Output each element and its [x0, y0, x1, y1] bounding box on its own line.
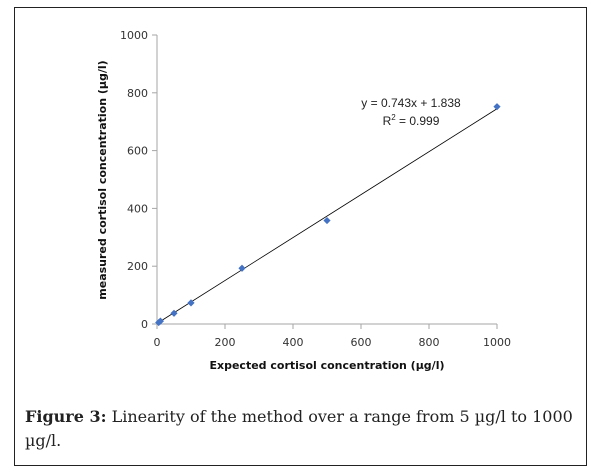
x-ticks: 0 200 400 600 800 1000: [154, 324, 511, 349]
y-tick-label: 600: [127, 145, 148, 158]
data-point: [323, 216, 331, 225]
trendline-group: [158, 108, 498, 323]
y-ticks: 0 200 400 600 800 1000: [120, 29, 157, 331]
data-point: [238, 264, 246, 272]
trendline-equation: y = 0.743x + 1.838: [361, 96, 461, 110]
figure-frame: [14, 7, 587, 466]
y-tick-label: 0: [141, 318, 148, 331]
x-tick-label: 400: [283, 336, 304, 349]
trendline: [158, 108, 498, 323]
x-tick-label: 1000: [483, 336, 511, 349]
data-point: [493, 103, 501, 111]
r2-superscript: 2: [391, 113, 396, 122]
caption-text: Linearity of the method over a range fro…: [25, 407, 573, 450]
y-tick-label: 1000: [120, 29, 148, 42]
data-points: [155, 103, 501, 327]
data-point: [170, 309, 178, 317]
data-point: [187, 299, 195, 307]
x-tick-label: 200: [215, 336, 236, 349]
axes: [156, 35, 497, 325]
x-axis-title: Expected cortisol concentration (µg/l): [209, 359, 444, 372]
x-tick-label: 0: [154, 336, 161, 349]
r2-prefix: R: [383, 114, 392, 128]
y-axis-title: measured cortisol concentration (µg/l): [96, 60, 109, 299]
y-tick-label: 200: [127, 260, 148, 273]
figure-caption: Figure 3: Linearity of the method over a…: [25, 405, 585, 453]
scatter-chart: 0 200 400 600 800 1000 0 200 400 600 800 1000 Expe…: [96, 29, 511, 372]
data-point: [156, 317, 164, 325]
r-squared-label: R2 = 0.999: [383, 113, 440, 128]
r2-value: = 0.999: [396, 114, 440, 128]
y-tick-label: 800: [127, 87, 148, 100]
x-tick-label: 600: [351, 336, 372, 349]
x-tick-label: 800: [419, 336, 440, 349]
caption-label: Figure 3:: [25, 407, 107, 426]
y-tick-label: 400: [127, 202, 148, 215]
